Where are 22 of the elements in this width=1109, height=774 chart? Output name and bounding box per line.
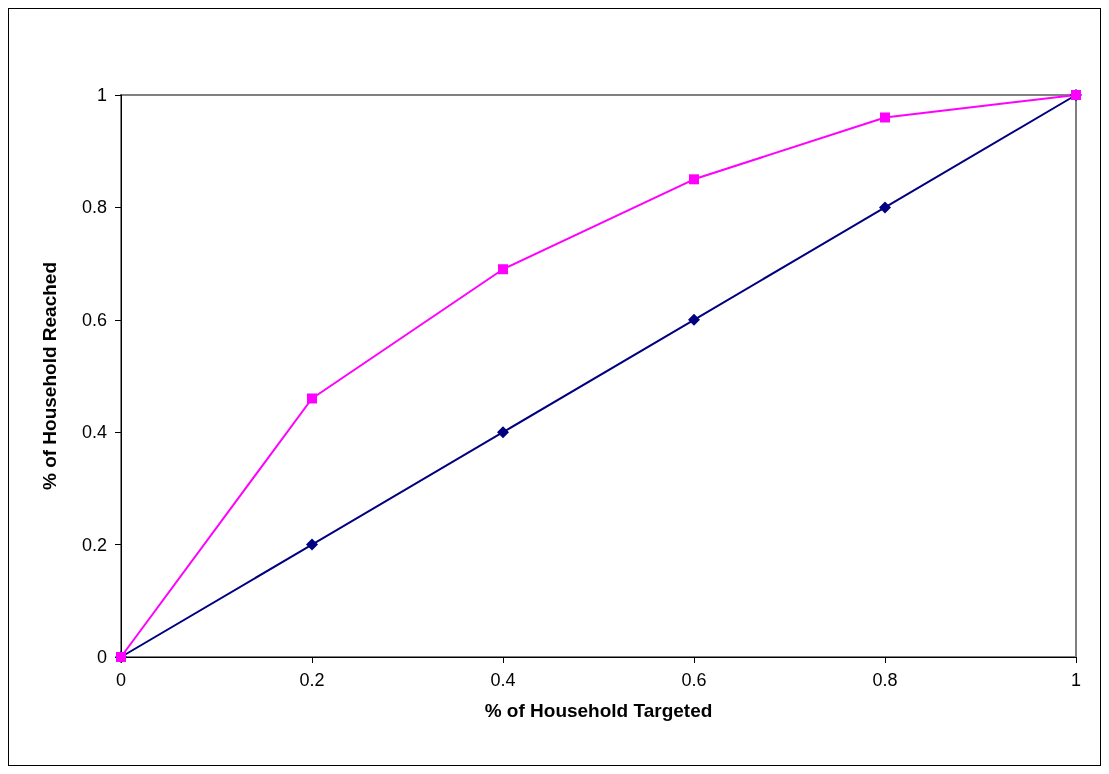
point <box>879 201 891 214</box>
y-tick-label: 1 <box>96 85 107 105</box>
x-tick-label: 0.2 <box>299 670 325 690</box>
x-tick-label: 0.8 <box>872 670 898 690</box>
y-tick-label: 0.4 <box>81 422 107 443</box>
x-tick-label: 0.6 <box>681 670 707 690</box>
y-tick-label: 0 <box>96 647 107 667</box>
y-tick-label: 0.2 <box>81 534 107 555</box>
point <box>306 538 318 551</box>
y-axis-title: % of Household Reached <box>39 261 60 491</box>
x-tick-label: 0.4 <box>490 670 516 690</box>
y-tick-label: 0.8 <box>81 197 107 218</box>
point <box>497 426 509 439</box>
point <box>689 174 699 185</box>
point <box>307 393 317 404</box>
point <box>688 313 700 326</box>
x-tick-label: 0 <box>115 670 127 690</box>
y-tick-label: 0.6 <box>81 309 107 330</box>
x-axis-title: % of Household Targeted <box>484 700 713 721</box>
x-tick-label: 1 <box>1070 670 1082 690</box>
point <box>880 112 890 123</box>
point <box>498 264 508 275</box>
